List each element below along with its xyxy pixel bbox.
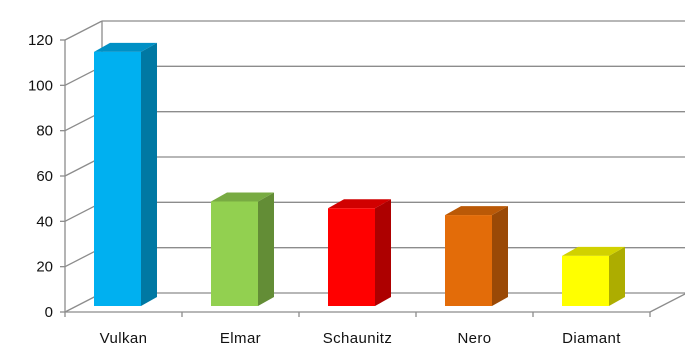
y-tick-label: 0 xyxy=(45,304,53,321)
bar-top-face xyxy=(211,192,274,202)
floor-right-edge xyxy=(649,293,685,313)
bar-top-face xyxy=(562,246,625,256)
y-tick-labels: 0 20 40 60 80 100 120 xyxy=(28,32,53,321)
bars xyxy=(94,42,625,306)
bar-top-face xyxy=(328,199,391,209)
bar-front-face xyxy=(211,201,258,306)
y-tick-label: 80 xyxy=(36,123,53,140)
bar xyxy=(211,192,274,306)
x-tick-label: Diamant xyxy=(562,330,621,347)
y-tick-label: 60 xyxy=(36,168,53,185)
bar xyxy=(94,42,157,306)
bar-side-face xyxy=(375,199,391,306)
bar-side-face xyxy=(258,192,274,306)
bar-top-face xyxy=(94,42,157,52)
bar xyxy=(328,199,391,306)
bar-front-face xyxy=(328,208,375,306)
x-tick-label: Schaunitz xyxy=(323,330,392,347)
bar-front-face xyxy=(94,51,141,306)
bar-top-face xyxy=(445,206,508,216)
x-tick-label: Elmar xyxy=(220,330,261,347)
bar xyxy=(445,206,508,306)
x-tick-labels: Vulkan Elmar Schaunitz Nero Diamant xyxy=(100,330,621,347)
x-tick-label: Nero xyxy=(457,330,491,347)
gridlines xyxy=(64,20,685,313)
bar-side-face xyxy=(492,206,508,306)
bar-side-face xyxy=(141,42,157,306)
bar-side-face xyxy=(609,246,625,306)
y-tick-label: 100 xyxy=(28,77,53,94)
bar-front-face xyxy=(445,215,492,306)
bar xyxy=(562,246,625,306)
y-tick-label: 120 xyxy=(28,32,53,49)
y-tick-label: 40 xyxy=(36,213,53,230)
side-gridline xyxy=(64,20,103,41)
bar-front-face xyxy=(562,255,609,306)
x-tick-label: Vulkan xyxy=(100,330,148,347)
y-tick-label: 20 xyxy=(36,259,53,276)
